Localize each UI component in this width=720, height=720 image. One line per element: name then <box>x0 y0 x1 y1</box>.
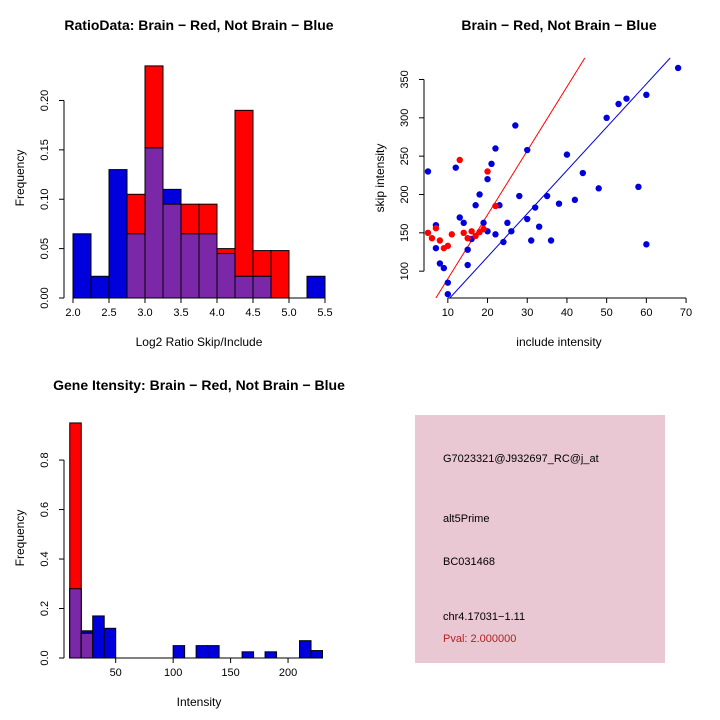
svg-text:100: 100 <box>164 667 182 679</box>
svg-text:0.2: 0.2 <box>39 601 51 616</box>
svg-text:150: 150 <box>221 667 239 679</box>
locus-text: chr4.17031−1.11 <box>443 611 526 623</box>
svg-text:0.8: 0.8 <box>39 452 51 467</box>
svg-text:0.15: 0.15 <box>39 139 51 160</box>
svg-text:2.5: 2.5 <box>101 307 116 319</box>
svg-text:70: 70 <box>680 307 692 319</box>
svg-text:50: 50 <box>110 667 122 679</box>
ratio-histogram-panel: RatioData: Brain − Red, Not Brain − Blue… <box>13 17 334 349</box>
svg-text:0.4: 0.4 <box>39 551 51 566</box>
svg-text:100: 100 <box>399 262 411 280</box>
svg-text:Intensity: Intensity <box>177 695 222 709</box>
svg-text:50: 50 <box>601 307 613 319</box>
svg-text:10: 10 <box>442 307 454 319</box>
svg-text:300: 300 <box>399 109 411 127</box>
svg-text:20: 20 <box>481 307 493 319</box>
svg-text:3.5: 3.5 <box>173 307 188 319</box>
svg-text:Frequency: Frequency <box>13 150 27 207</box>
svg-text:Brain − Red, Not Brain − Blue: Brain − Red, Not Brain − Blue <box>461 17 656 33</box>
svg-text:250: 250 <box>399 147 411 165</box>
svg-text:5.5: 5.5 <box>317 307 332 319</box>
svg-text:0.00: 0.00 <box>39 287 51 308</box>
svg-text:5.0: 5.0 <box>281 307 296 319</box>
svg-text:4.0: 4.0 <box>209 307 224 319</box>
svg-text:skip intensity: skip intensity <box>373 144 387 213</box>
svg-text:60: 60 <box>640 307 652 319</box>
svg-text:include intensity: include intensity <box>516 335 601 349</box>
svg-text:40: 40 <box>561 307 573 319</box>
pval-info-box: G7023321@J932697_RC@j_at alt5Prime BC031… <box>415 415 665 663</box>
accession-text: BC031468 <box>443 556 495 568</box>
svg-text:0.20: 0.20 <box>39 90 51 111</box>
svg-text:0.10: 0.10 <box>39 189 51 210</box>
svg-text:0.6: 0.6 <box>39 502 51 517</box>
svg-text:0.05: 0.05 <box>39 238 51 259</box>
splice-type-text: alt5Prime <box>443 513 490 525</box>
svg-text:4.5: 4.5 <box>245 307 260 319</box>
info-panel: G7023321@J932697_RC@j_at alt5Prime BC031… <box>360 360 720 720</box>
svg-text:0.0: 0.0 <box>39 650 51 665</box>
pval-text: Pval: 2.000000 <box>443 633 517 645</box>
svg-text:200: 200 <box>399 185 411 203</box>
svg-text:200: 200 <box>279 667 297 679</box>
svg-text:Frequency: Frequency <box>13 510 27 567</box>
svg-text:150: 150 <box>399 224 411 242</box>
svg-text:Log2 Ratio Skip/Include: Log2 Ratio Skip/Include <box>136 335 263 349</box>
probe-id-text: G7023321@J932697_RC@j_at <box>443 453 599 465</box>
svg-text:2.0: 2.0 <box>65 307 80 319</box>
svg-text:RatioData: Brain − Red, Not Br: RatioData: Brain − Red, Not Brain − Blue <box>64 17 333 33</box>
gene-intensity-histogram-panel: Gene Itensity: Brain − Red, Not Brain − … <box>13 377 345 709</box>
svg-text:30: 30 <box>521 307 533 319</box>
svg-text:350: 350 <box>399 70 411 88</box>
svg-text:3.0: 3.0 <box>137 307 152 319</box>
svg-text:Gene Itensity: Brain − Red, No: Gene Itensity: Brain − Red, Not Brain − … <box>53 377 345 393</box>
intensity-scatter-panel: Brain − Red, Not Brain − Blue 10 20 30 40 50 6… <box>373 17 692 349</box>
